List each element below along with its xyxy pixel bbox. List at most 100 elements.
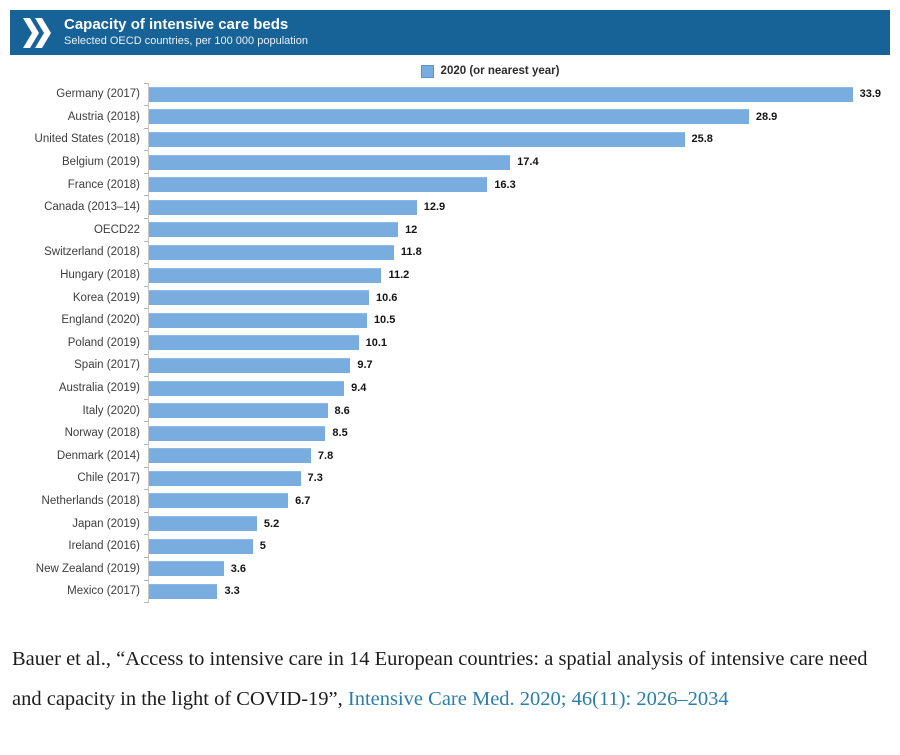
- bar: [149, 290, 370, 306]
- bar-row: Mexico (2017) 3.3: [0, 579, 890, 603]
- bar-track: 17.4: [148, 150, 890, 174]
- header-text: Capacity of intensive care beds Selected…: [64, 16, 308, 49]
- bar-row: Switzerland (2018) 11.8: [0, 240, 890, 264]
- bar-row: Spain (2017) 9.7: [0, 353, 890, 377]
- bar: [149, 516, 257, 532]
- bar-track: 8.5: [148, 421, 890, 445]
- value-label: 12.9: [423, 201, 446, 214]
- category-label: Canada (2013–14): [44, 201, 140, 214]
- value-label: 3.3: [224, 585, 240, 598]
- category-label: OECD22: [93, 223, 140, 236]
- value-label: 25.8: [691, 133, 713, 146]
- axis-tick: [144, 263, 148, 265]
- category-label: United States (2018): [34, 133, 140, 146]
- axis-tick: [144, 308, 148, 310]
- axis-tick: [144, 285, 148, 287]
- category-label: Japan (2019): [72, 517, 140, 530]
- axis-tick: [144, 511, 148, 513]
- category-label: Italy (2020): [82, 404, 140, 417]
- value-label: 5: [259, 540, 266, 553]
- axis-tick: [144, 127, 148, 129]
- bar-row: United States (2018) 25.8: [0, 127, 890, 151]
- bar-row: Poland (2019) 10.1: [0, 331, 890, 355]
- value-label: 9.7: [357, 359, 373, 372]
- bar-track: 3.3: [148, 580, 890, 603]
- bar: [149, 109, 749, 125]
- axis-tick: [144, 105, 148, 107]
- value-label: 10.1: [365, 336, 388, 349]
- bar-track: 33.9: [148, 83, 890, 106]
- oecd-double-chevron-icon: [22, 17, 52, 49]
- chart-title: Capacity of intensive care beds: [64, 16, 289, 34]
- axis-tick: [144, 240, 148, 242]
- legend: 2020 (or nearest year): [40, 62, 900, 80]
- bar-row: Australia (2019) 9.4: [0, 376, 890, 400]
- bar: [149, 312, 367, 328]
- bar-row: New Zealand (2019) 3.6: [0, 556, 890, 581]
- category-label: Hungary (2018): [60, 269, 140, 282]
- category-label: Ireland (2016): [68, 540, 140, 553]
- chart-subtitle: Selected OECD countries, per 100 000 pop…: [64, 35, 308, 47]
- bar: [149, 335, 359, 351]
- bar: [149, 448, 311, 464]
- bar-track: 10.1: [148, 331, 890, 355]
- value-label: 6.7: [295, 494, 311, 507]
- axis-tick: [144, 444, 148, 445]
- bar-row: OECD22 12: [0, 218, 890, 242]
- bar: [149, 583, 218, 599]
- value-label: 8.5: [332, 427, 348, 440]
- bar: [149, 403, 328, 419]
- value-label: 11.2: [388, 269, 410, 282]
- bar-track: 8.6: [148, 399, 890, 422]
- bar: [149, 267, 382, 283]
- value-label: 28.9: [755, 110, 778, 123]
- value-label: 9.4: [351, 382, 367, 395]
- bar-row: Germany (2017) 33.9: [0, 82, 890, 106]
- category-label: Mexico (2017): [67, 585, 140, 598]
- bar-row: Austria (2018) 28.9: [0, 105, 890, 129]
- bar: [149, 222, 399, 238]
- value-label: 11.8: [400, 246, 422, 259]
- legend-swatch-icon: [420, 64, 434, 78]
- bar-track: 6.7: [148, 489, 890, 513]
- category-label: Norway (2018): [64, 427, 140, 440]
- bar-track: 25.8: [148, 128, 890, 151]
- axis-tick: [144, 150, 148, 152]
- category-label: Austria (2018): [67, 110, 140, 123]
- axis-tick: [144, 353, 148, 355]
- bar-chart: Germany (2017) 33.9 Austria (2018) 28.9 …: [0, 82, 900, 603]
- bar: [149, 154, 511, 170]
- bar-track: 16.3: [148, 173, 890, 196]
- value-label: 10.6: [376, 291, 398, 304]
- category-label: England (2020): [61, 314, 140, 327]
- bar-track: 11.8: [148, 241, 890, 264]
- bar-track: 10.6: [148, 286, 890, 309]
- legend-label: 2020 (or nearest year): [440, 65, 560, 77]
- bar-row: Chile (2017) 7.3: [0, 466, 890, 490]
- bar-track: 9.7: [148, 354, 890, 377]
- category-label: Netherlands (2018): [41, 494, 140, 507]
- bar-track: 7.8: [148, 444, 890, 468]
- category-label: France (2018): [67, 178, 140, 191]
- citation-text: Bauer et al., “Access to intensive care …: [12, 647, 868, 710]
- bar: [149, 380, 345, 396]
- bar-row: Ireland (2016) 5: [0, 534, 890, 558]
- bar-row: Norway (2018) 8.5: [0, 421, 890, 445]
- category-label: Switzerland (2018): [44, 246, 140, 259]
- axis-tick: [144, 579, 148, 581]
- value-label: 7.8: [317, 449, 334, 462]
- axis-tick: [144, 421, 148, 423]
- bar-row: Italy (2020) 8.6: [0, 398, 890, 422]
- citation-link[interactable]: Intensive Care Med. 2020; 46(11): 2026–2…: [347, 687, 729, 710]
- value-label: 33.9: [859, 88, 882, 101]
- category-label: Chile (2017): [77, 472, 140, 485]
- bar-row: Japan (2019) 5.2: [0, 511, 890, 535]
- category-label: Korea (2019): [72, 291, 140, 304]
- axis-tick: [144, 82, 148, 84]
- axis-tick: [144, 489, 148, 491]
- category-label: Belgium (2019): [62, 156, 140, 169]
- bar-row: Hungary (2018) 11.2: [0, 263, 890, 287]
- citation: Bauer et al., “Access to intensive care …: [12, 639, 886, 719]
- value-label: 7.3: [307, 472, 323, 485]
